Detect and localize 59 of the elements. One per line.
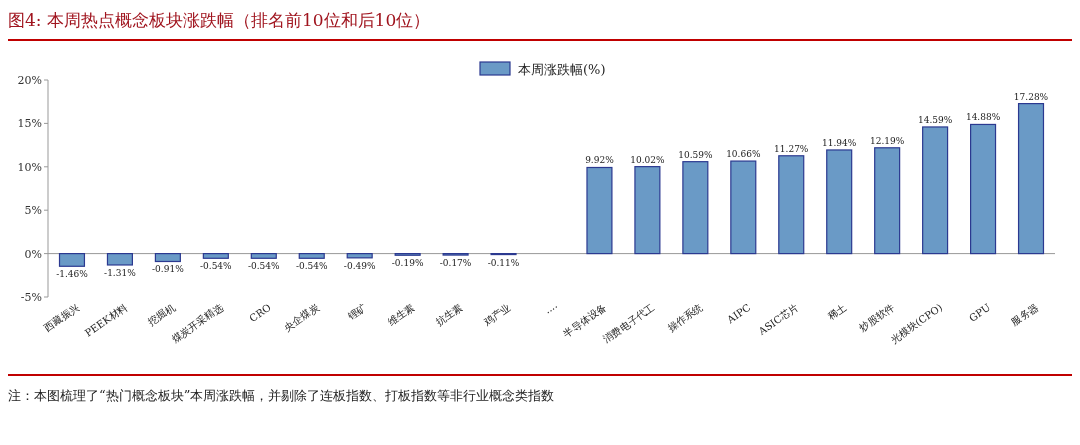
x-tick-label: ···· [543,301,561,318]
y-tick-label: 0% [24,247,42,261]
bar [874,147,901,255]
data-label: -1.46% [56,269,89,280]
data-label: -0.91% [152,264,185,275]
y-tick-label: 15% [17,117,42,131]
bar [202,253,229,259]
data-label: 10.02% [630,154,666,165]
bar [970,123,997,255]
y-tick-label: 20% [17,74,42,87]
bar [298,253,325,259]
bar [826,149,853,255]
bar [586,166,613,255]
bar [106,253,133,266]
data-label: 9.92% [585,155,615,166]
x-tick-label: 西藏振兴 [42,301,82,334]
data-label: 11.27% [774,143,809,154]
bar [154,253,181,263]
data-label: -0.54% [200,261,233,272]
chart-title: 图4: 本周热点概念板块涨跌幅（排名前10位和后10位） [8,10,431,30]
data-label: -0.19% [391,258,424,269]
bar [730,160,757,255]
data-label: 14.88% [965,112,1001,123]
y-tick-label: 5% [24,204,42,218]
data-label: 11.94% [822,137,857,148]
bar [1017,103,1045,255]
data-label: 14.59% [917,114,953,125]
bar [634,166,661,255]
x-tick-label: 抗生素 [433,301,465,328]
legend-label: 本周涨跌幅(%) [518,62,606,77]
bar [346,253,373,259]
x-tick-label: CRO [247,301,273,325]
y-tick-label: -5% [20,291,42,304]
y-tick-label: 10% [17,160,42,174]
data-label: 10.59% [678,149,713,160]
x-tick-label: 维生素 [385,301,417,328]
x-tick-label: 央企煤炭 [281,301,321,334]
x-tick-label: 操作系统 [665,301,705,334]
data-label: 10.66% [726,149,761,160]
data-label: 12.19% [870,135,905,146]
x-tick-label: 锂矿 [345,301,369,323]
data-label: -0.54% [295,261,328,272]
bar [778,155,805,255]
data-label: -0.11% [487,257,520,268]
x-tick-label: 鸡产业 [480,301,513,329]
data-label: -1.31% [104,267,137,278]
x-tick-label: 稀土 [825,301,849,323]
data-label: -0.17% [439,258,472,269]
text: 注：本图梳理了“热门概念板块”本周涨跌幅，并剔除了连板指数、打板指数等非行业概念类指数 [8,388,555,403]
bar [250,253,277,259]
data-label: -0.49% [343,260,376,271]
x-tick-label: 服务器 [1009,301,1041,328]
bar [58,253,86,267]
bar [922,126,949,255]
x-tick-label: 挖掘机 [146,301,178,328]
data-label: 17.28% [1013,91,1049,102]
data-label: -0.54% [247,261,281,272]
x-tick-label: 炒股软件 [857,301,897,334]
bar [682,161,709,255]
